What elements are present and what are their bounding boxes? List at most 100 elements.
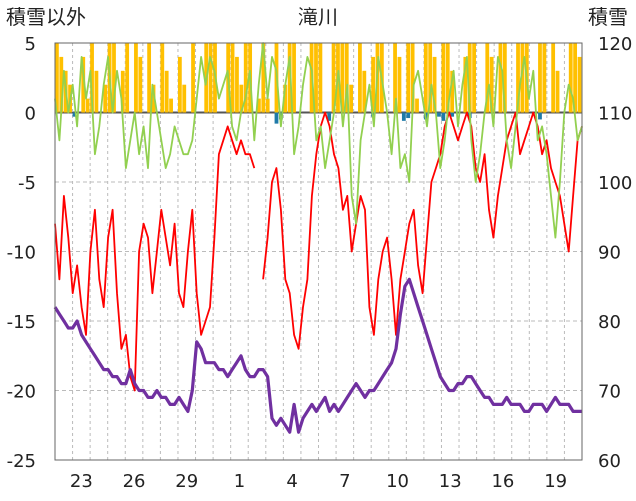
left-tick-label: -20 (7, 382, 36, 403)
sunshine-bar (538, 43, 542, 113)
left-axis-title: 積雪以外 (6, 5, 86, 29)
x-tick-label: 29 (175, 471, 198, 492)
sunshine-bar (573, 43, 578, 113)
sunshine-bar (81, 56, 86, 113)
sunshine-bar (428, 43, 433, 113)
sunshine-bar (485, 43, 490, 113)
x-tick-label: 19 (544, 471, 567, 492)
left-tick-label: 0 (25, 104, 36, 125)
sunshine-bar (410, 43, 415, 113)
sunshine-bar (151, 84, 156, 113)
precip-bar (274, 112, 279, 124)
sunshine-bar (160, 43, 165, 113)
right-axis-title: 積雪 (588, 5, 628, 29)
sunshine-bar (85, 98, 90, 113)
sunshine-bar (257, 98, 261, 113)
sunshine-bar (393, 43, 397, 113)
humidity-line (54, 42, 583, 239)
sunshine-bar (112, 43, 116, 113)
sunshine-bar (397, 56, 402, 113)
sunshine-bar (103, 84, 108, 113)
sunshine-bar (516, 43, 520, 113)
sunshine-bar (406, 43, 411, 113)
sunshine-bar (445, 43, 450, 113)
sunshine-bar (340, 43, 345, 113)
sunshine-bar (551, 43, 556, 113)
sunshine-bar (577, 56, 582, 113)
sunshine-bar (344, 43, 349, 113)
sunshine-bar (472, 43, 476, 113)
left-tick-label: -25 (7, 451, 36, 472)
series-lines (53, 42, 583, 434)
x-tick-label: 7 (339, 471, 350, 492)
sunshine-bar (265, 98, 270, 113)
sunshine-bar (292, 43, 296, 113)
right-tick-label: 60 (598, 451, 621, 472)
sunshine-bar (450, 70, 455, 113)
precip-bar (406, 112, 411, 119)
sunshine-bar (498, 43, 503, 113)
right-tick-label: 80 (598, 312, 621, 333)
sunshine-bar (94, 70, 99, 113)
sunshine-bar (441, 43, 446, 113)
sunshine-bar (463, 56, 468, 113)
sunshine-bar (147, 43, 152, 113)
x-tick-label: 13 (439, 471, 462, 492)
sunshine-bar (432, 56, 437, 113)
precip-bar (441, 112, 446, 121)
sunshine-bar (371, 56, 375, 113)
sunshine-bar (542, 43, 547, 113)
plot-frame (54, 42, 583, 461)
sunshine-bar (59, 56, 64, 113)
sunshine-bar (489, 56, 494, 113)
x-tick-label: 16 (491, 471, 514, 492)
right-tick-label: 110 (598, 104, 632, 125)
left-tick-label: 5 (25, 34, 36, 55)
sunshine-bar (235, 56, 239, 113)
sunshine-bar (125, 43, 130, 113)
sunshine-bar (502, 43, 507, 113)
sunshine-bar (362, 70, 367, 113)
sunshine-bar (261, 43, 266, 113)
x-tick-label: 10 (386, 471, 409, 492)
sunshine-bar (314, 43, 318, 113)
sunshine-bar (423, 43, 428, 113)
sunshine-bar (239, 84, 244, 113)
sunshine-bar (568, 43, 573, 113)
sunshine-bar (287, 43, 292, 113)
right-tick-label: 90 (598, 243, 621, 264)
chart-title: 滝川 (298, 5, 338, 29)
sunshine-bar (520, 43, 525, 113)
sunshine-bar (467, 43, 472, 113)
x-tick-label: 4 (286, 471, 297, 492)
precip-bar (327, 112, 332, 121)
sunshine-bar (230, 43, 235, 113)
precip-bar (401, 112, 406, 121)
precip-bar (437, 112, 441, 117)
left-tick-label: -15 (7, 312, 36, 333)
precip-bar (450, 112, 455, 117)
sunshine-bar (283, 84, 288, 113)
sunshine-bar (555, 70, 560, 113)
precip-bar (72, 112, 77, 117)
sunshine-bar (164, 70, 169, 113)
sunshine-bar (169, 98, 173, 113)
sunshine-bar (120, 70, 125, 113)
sunshine-bar (208, 43, 213, 113)
sunshine-bar (182, 84, 187, 113)
sunshine-bar (90, 43, 94, 113)
sunshine-bar (358, 43, 362, 113)
sunshine-bar (415, 98, 419, 113)
left-tick-label: -10 (7, 243, 36, 264)
sunshine-bar (191, 43, 195, 113)
sunshine-bar (331, 43, 336, 113)
sunshine-bar (138, 56, 143, 113)
x-tick-label: 26 (123, 471, 146, 492)
sunshine-bar (243, 43, 248, 113)
sunshine-bar (134, 43, 138, 113)
temperature-line (54, 111, 583, 392)
sunshine-bar (177, 56, 182, 113)
precip-bar (538, 112, 542, 120)
